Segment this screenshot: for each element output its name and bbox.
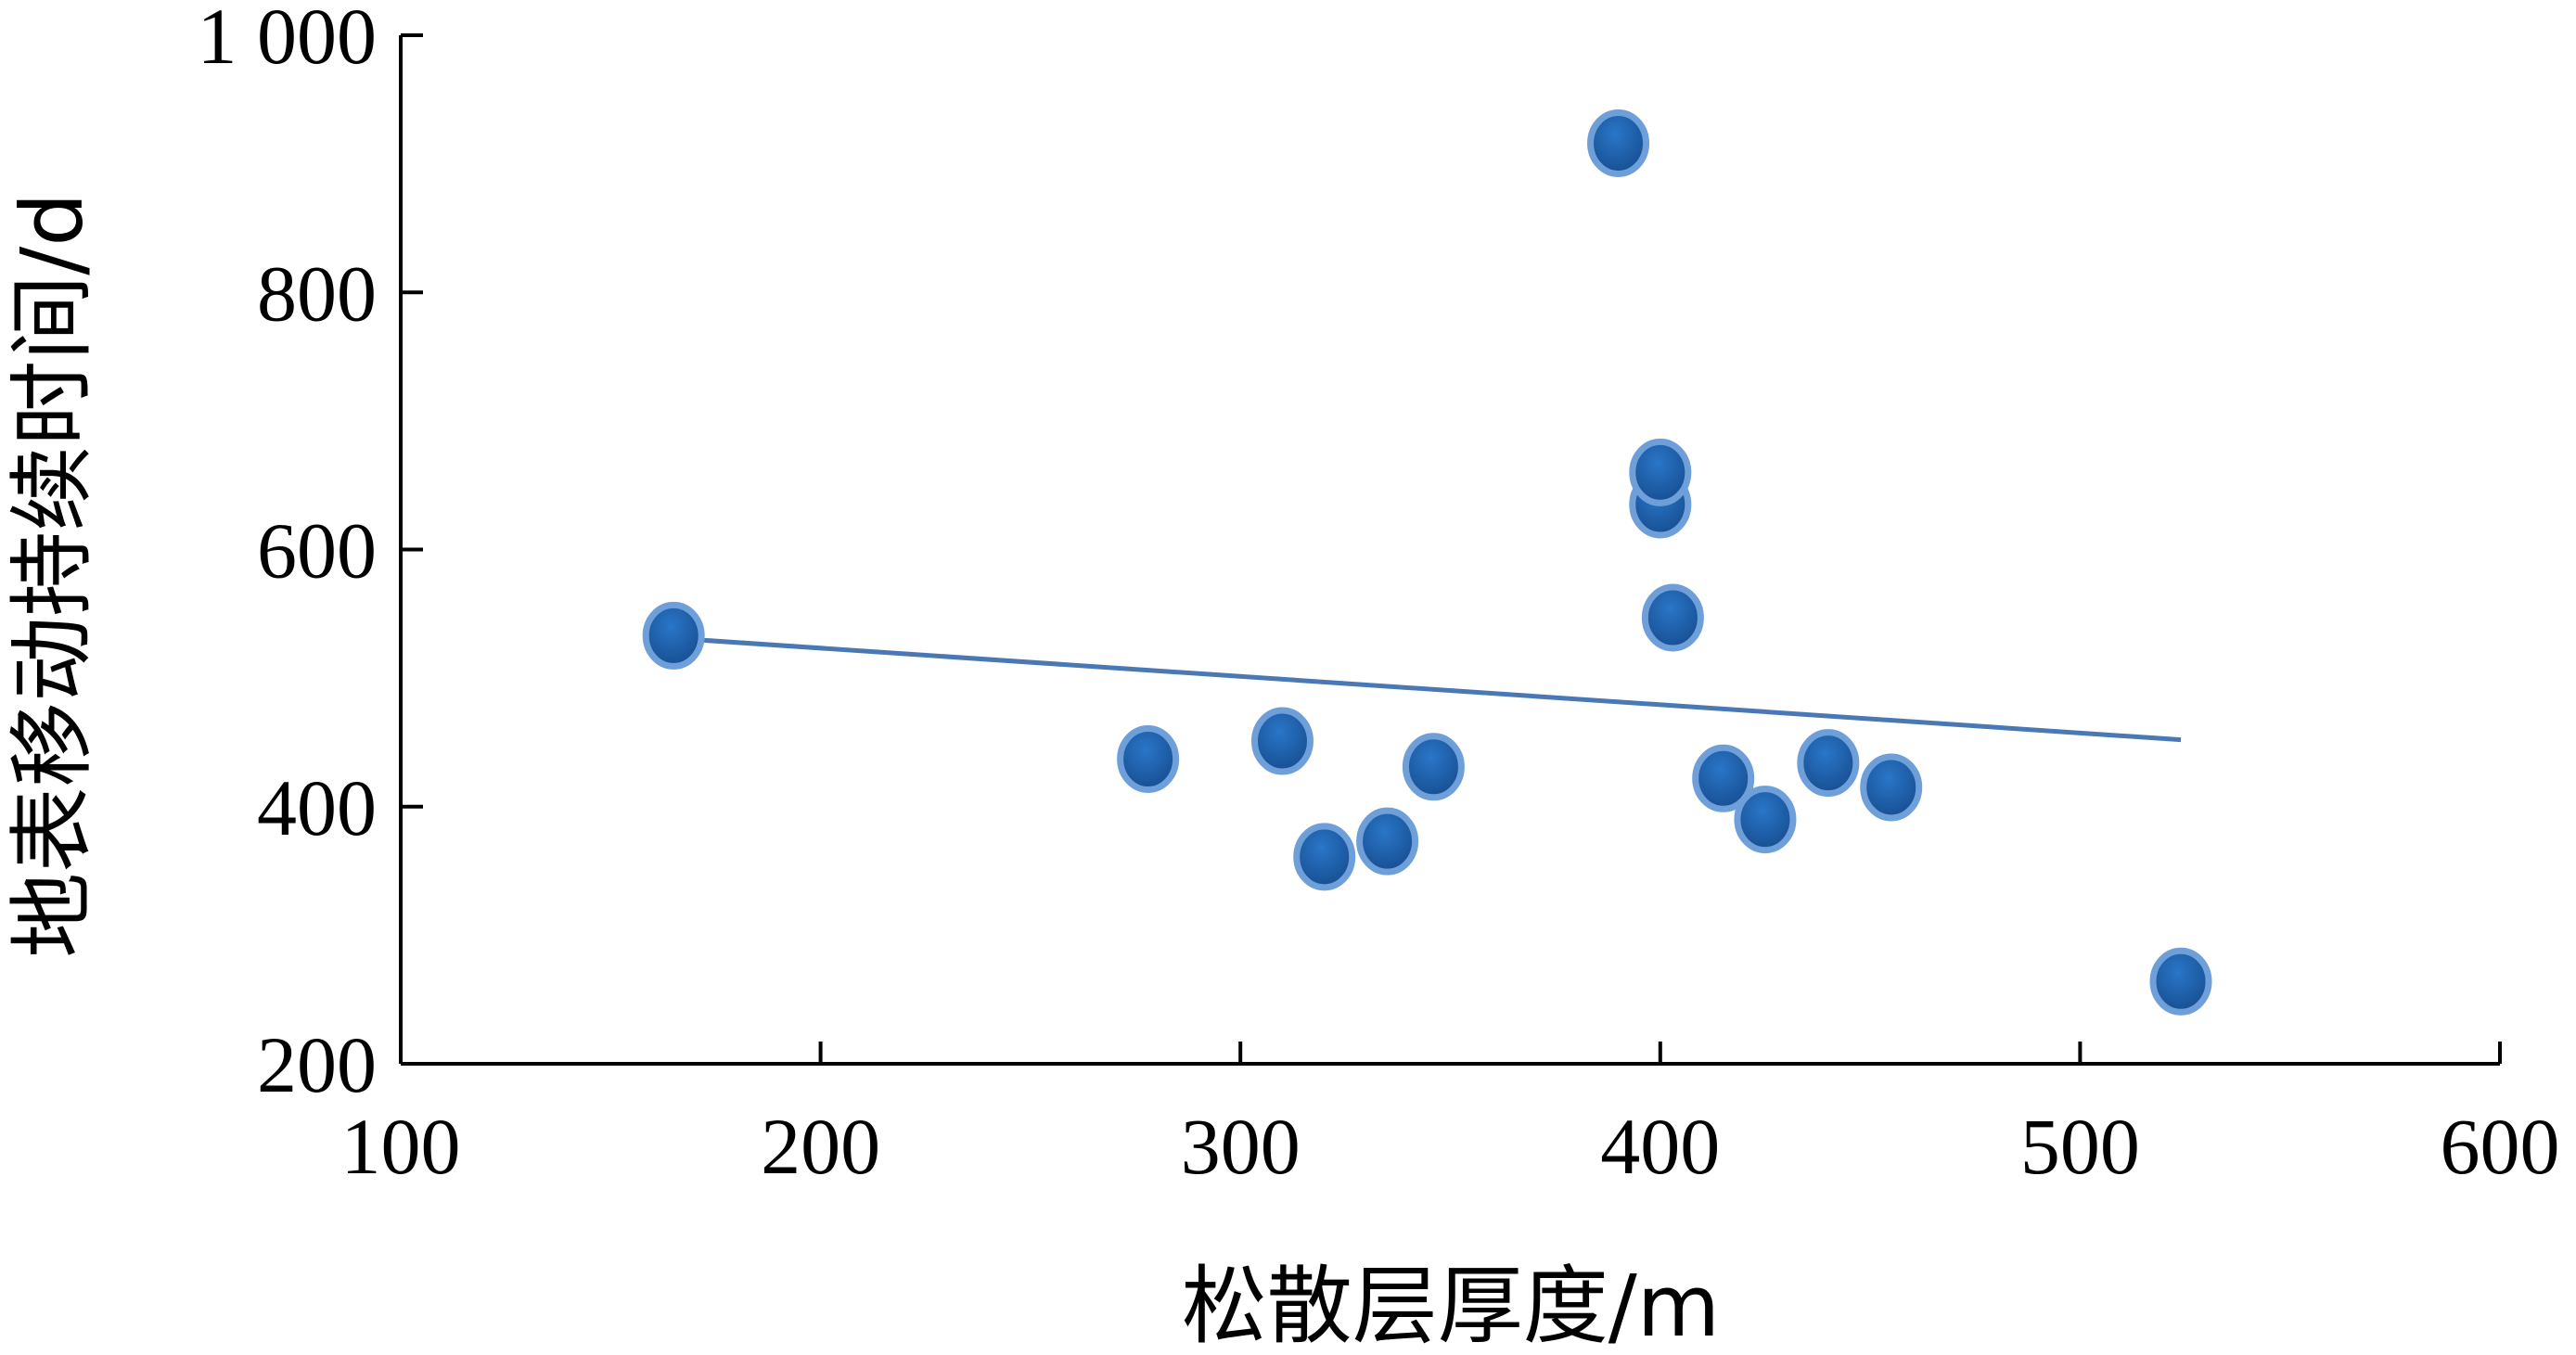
- trendline: [673, 635, 2182, 743]
- data-point: [1734, 786, 1797, 854]
- data-point: [2149, 947, 2212, 1016]
- data-point: [1797, 729, 1860, 798]
- data-point: [1293, 823, 1356, 891]
- data-point: [642, 601, 705, 670]
- data-points: [642, 109, 2212, 1016]
- data-point: [1629, 438, 1692, 506]
- x-tick-label: 200: [761, 1102, 880, 1191]
- y-tick-label: 800: [257, 249, 377, 338]
- trendline-group: [673, 635, 2182, 743]
- y-tick-label: 200: [257, 1020, 377, 1109]
- y-tick-label: 600: [257, 506, 377, 595]
- y-axis-title: 地表移动持续时间/d: [3, 192, 102, 957]
- data-point: [1641, 583, 1704, 652]
- data-point: [1692, 744, 1755, 812]
- data-point: [1402, 733, 1465, 801]
- x-tick-label: 400: [1600, 1102, 1720, 1191]
- data-point: [1117, 724, 1180, 793]
- data-point: [1356, 807, 1419, 876]
- y-tick-group: 200 400 600 800 1 000: [198, 0, 423, 1109]
- data-point: [1587, 109, 1650, 177]
- y-tick-label: 1 000: [198, 0, 378, 81]
- x-tick-label: 100: [341, 1102, 461, 1191]
- x-tick-group: 100 200 300 400 500 600: [341, 1042, 2560, 1191]
- x-axis-title: 松散层厚度/m: [1182, 1257, 1721, 1355]
- y-tick-label: 400: [257, 763, 377, 852]
- x-tick-label: 600: [2441, 1102, 2560, 1191]
- x-tick-label: 500: [2020, 1102, 2140, 1191]
- data-point: [1250, 707, 1314, 775]
- data-point: [1860, 753, 1923, 822]
- x-tick-label: 300: [1181, 1102, 1301, 1191]
